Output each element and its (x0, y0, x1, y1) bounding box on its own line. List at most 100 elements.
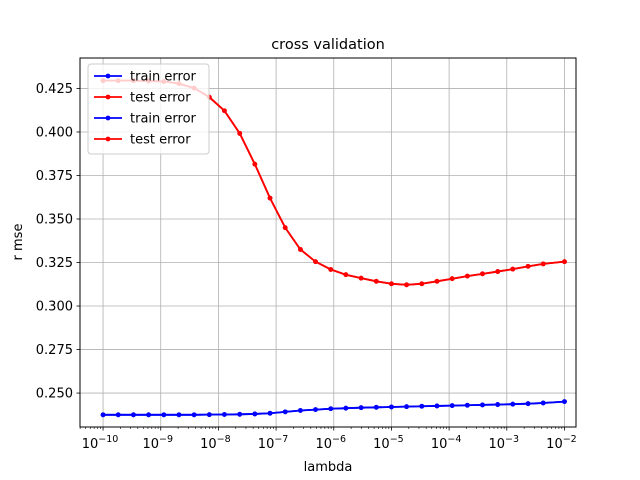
data-point (343, 405, 349, 411)
legend-label: train error (130, 112, 197, 127)
x-tick-label-base: 10 (546, 437, 563, 452)
data-point (373, 404, 379, 410)
x-tick-label-exponent: −6 (332, 434, 346, 445)
data-point (313, 259, 318, 265)
data-point (449, 276, 455, 282)
y-tick-label: 0.250 (36, 387, 73, 402)
data-point (419, 403, 425, 409)
data-point (146, 412, 152, 418)
data-point (298, 408, 303, 413)
data-point (328, 267, 334, 272)
data-point (495, 269, 501, 274)
data-point (540, 400, 546, 406)
chart-title: cross validation (271, 37, 385, 53)
x-tick-label: 10−9 (142, 434, 173, 452)
data-point (510, 266, 516, 272)
x-tick-label-exponent: −2 (563, 434, 577, 445)
x-tick-label-exponent: −7 (274, 434, 288, 445)
x-tick-label: 10−6 (315, 434, 346, 452)
y-tick-label: 0.400 (36, 125, 73, 140)
data-point (495, 402, 501, 407)
x-tick-label: 10−4 (431, 434, 462, 452)
legend-label: test error (130, 133, 191, 148)
legend-marker (105, 73, 111, 79)
data-point (434, 278, 440, 284)
y-tick-label: 0.300 (36, 300, 73, 315)
data-point (100, 412, 106, 418)
data-point (237, 411, 243, 417)
y-tick-label: 0.425 (36, 82, 73, 97)
x-axis-label: lambda (304, 460, 353, 475)
y-tick-label: 0.275 (36, 343, 73, 358)
x-tick-label-exponent: −3 (505, 434, 519, 445)
x-tick-label-exponent: −5 (390, 434, 404, 445)
data-point (464, 402, 470, 408)
data-point (389, 404, 394, 410)
data-point (282, 409, 288, 415)
legend-item: test error (94, 91, 191, 106)
x-tick-label-exponent: −4 (447, 434, 461, 445)
legend: train error test error train error test err… (87, 63, 210, 155)
data-point (298, 247, 303, 252)
legend-label: train error (130, 70, 197, 85)
y-tick-label: 0.375 (36, 169, 73, 184)
data-point (373, 278, 379, 284)
x-tick-label-base: 10 (373, 437, 390, 452)
x-tick-label-base: 10 (82, 437, 99, 452)
data-point (419, 281, 425, 287)
data-point (191, 412, 197, 418)
x-tick-label: 10−3 (489, 434, 520, 452)
data-point (525, 263, 531, 269)
x-tick-label-base: 10 (142, 437, 159, 452)
x-tick-label-exponent: −10 (98, 434, 118, 445)
x-tick-label-base: 10 (258, 437, 275, 452)
data-point (237, 130, 243, 136)
data-point (206, 412, 212, 418)
data-point (540, 261, 546, 267)
x-axis: 10−10 10−9 10−8 10−7 10−6 10−5 10−4 10−3 10−2 (79, 427, 577, 452)
x-tick-label: 10−8 (200, 434, 231, 452)
data-point (480, 271, 485, 277)
x-tick-label-base: 10 (315, 437, 332, 452)
legend-label: test error (130, 91, 191, 106)
data-point (267, 195, 273, 201)
x-tick-label-base: 10 (431, 437, 448, 452)
legend-marker (105, 136, 111, 142)
x-tick-label: 10−5 (373, 434, 404, 452)
data-point (161, 412, 167, 418)
x-tick-label-base: 10 (489, 437, 506, 452)
legend-box (87, 63, 210, 155)
data-point (404, 282, 409, 288)
data-point (222, 412, 227, 417)
x-tick-label-base: 10 (200, 437, 217, 452)
data-point (525, 401, 531, 407)
data-point (480, 402, 485, 408)
data-point (358, 275, 364, 281)
data-point (449, 403, 455, 408)
x-tick-label: 10−2 (546, 434, 577, 452)
y-tick-label: 0.325 (36, 256, 73, 271)
legend-marker (105, 94, 111, 100)
series-3 (100, 399, 567, 418)
data-point (404, 404, 409, 410)
data-point (510, 401, 516, 407)
data-point (562, 399, 567, 404)
grid (80, 58, 576, 427)
data-point (252, 411, 258, 417)
legend-item: test error (94, 133, 191, 148)
legend-item: train error (94, 112, 197, 127)
x-tick-label: 10−10 (82, 434, 119, 452)
data-point (434, 403, 440, 409)
x-tick-label-exponent: −8 (217, 434, 231, 445)
data-point (252, 161, 258, 167)
data-point (176, 412, 182, 418)
series-layer (100, 78, 567, 418)
data-point (131, 412, 136, 418)
data-point (328, 406, 334, 412)
y-axis: 0.250 0.275 0.300 0.325 0.350 0.375 0.400 0.425 (36, 82, 80, 402)
legend-item: train error (94, 70, 197, 85)
data-point (358, 405, 364, 411)
data-point (389, 281, 394, 287)
data-point (115, 412, 121, 418)
